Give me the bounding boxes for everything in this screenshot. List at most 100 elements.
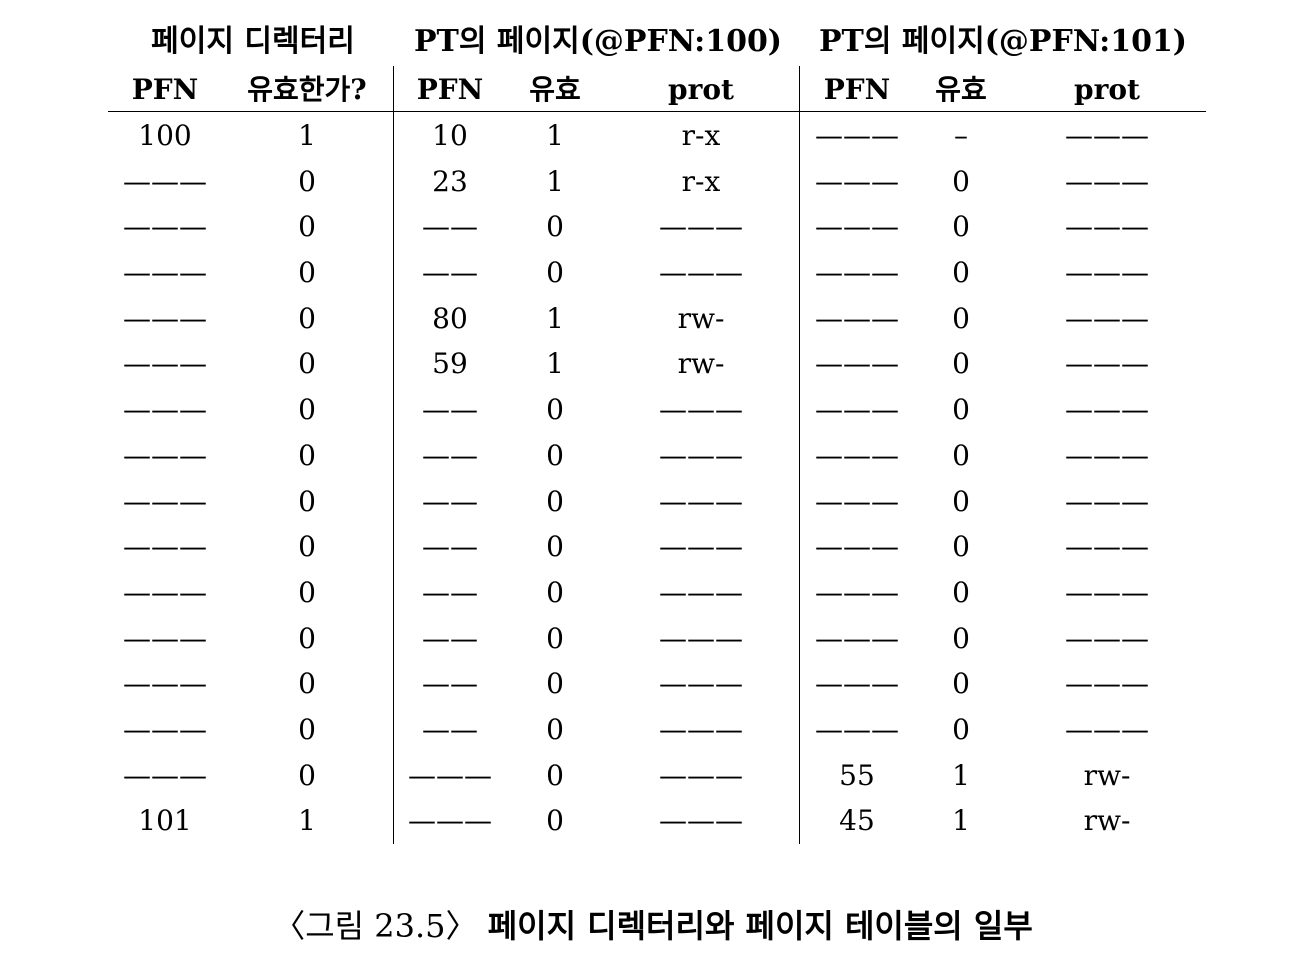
cell-pt100-valid: 0	[546, 667, 564, 701]
cell-pd-valid: 0	[298, 347, 316, 381]
cell-pt101-prot: ———	[1065, 347, 1149, 381]
cell-pt101-pfn: ———	[815, 530, 899, 564]
cell-pt100-prot: ———	[659, 667, 743, 701]
caption-number: 〈그림 23.5〉	[273, 907, 478, 945]
cell-pd-valid: 1	[298, 119, 316, 152]
table-row: ——— 0 80 1 rw- ——— 0 ———	[0, 296, 1306, 342]
cell-pt100-valid: 0	[546, 256, 564, 290]
cell-pt101-prot: ———	[1065, 530, 1149, 564]
cell-pt101-pfn: ———	[815, 575, 899, 609]
cell-pd-valid: 0	[298, 484, 316, 518]
cell-pt100-valid: 0	[546, 530, 564, 564]
col-header-pt100-pfn: PFN	[416, 73, 484, 106]
table-row: ——— 0 —— 0 ——— ——— 0 ———	[0, 524, 1306, 570]
cell-pt100-pfn: 80	[432, 301, 468, 335]
cell-pd-pfn: ———	[123, 575, 207, 609]
cell-pt100-prot: ———	[659, 804, 743, 838]
cell-pt101-valid: 1	[952, 758, 970, 792]
cell-pt101-prot: ———	[1065, 712, 1149, 746]
cell-pd-valid: 0	[298, 393, 316, 427]
cell-pt101-valid: –	[954, 119, 968, 152]
cell-pt101-prot: rw-	[1083, 758, 1131, 792]
cell-pt100-prot: ———	[659, 393, 743, 427]
cell-pt101-prot: ———	[1065, 484, 1149, 518]
cell-pt101-valid: 0	[952, 164, 970, 198]
cell-pt100-valid: 0	[546, 804, 564, 838]
cell-pd-pfn: 100	[138, 119, 192, 152]
cell-pt100-prot: ———	[659, 210, 743, 244]
cell-pd-pfn: ———	[123, 758, 207, 792]
cell-pt100-prot: ———	[659, 530, 743, 564]
cell-pd-valid: 0	[298, 712, 316, 746]
cell-pt101-prot: ———	[1065, 621, 1149, 655]
group-header-pt-100: PT의 페이지(@PFN:100)	[413, 24, 783, 59]
cell-pt101-pfn: 45	[839, 804, 875, 838]
cell-pt101-pfn: ———	[815, 256, 899, 290]
cell-pt101-pfn: ———	[815, 621, 899, 655]
cell-pt100-prot: ———	[659, 758, 743, 792]
cell-pt101-prot: ———	[1065, 256, 1149, 290]
cell-pt101-prot: rw-	[1083, 804, 1131, 838]
cell-pt101-pfn: ———	[815, 119, 899, 152]
col-header-pt100-prot: prot	[668, 73, 734, 106]
cell-pt101-valid: 0	[952, 301, 970, 335]
cell-pd-valid: 0	[298, 575, 316, 609]
col-header-pt101-pfn: PFN	[823, 73, 891, 106]
cell-pt100-pfn: 23	[432, 164, 468, 198]
cell-pt101-valid: 1	[952, 804, 970, 838]
col-header-pt101-prot: prot	[1074, 73, 1140, 106]
cell-pt101-valid: 0	[952, 210, 970, 244]
cell-pt101-valid: 0	[952, 530, 970, 564]
cell-pt100-prot: ———	[659, 438, 743, 472]
cell-pt101-prot: ———	[1065, 393, 1149, 427]
cell-pt101-valid: 0	[952, 575, 970, 609]
cell-pt100-prot: ———	[659, 256, 743, 290]
cell-pt101-valid: 0	[952, 347, 970, 381]
table-row: ——— 0 ——— 0 ——— 55 1 rw-	[0, 753, 1306, 799]
cell-pd-pfn: ———	[123, 712, 207, 746]
cell-pt101-pfn: ———	[815, 484, 899, 518]
cell-pt100-valid: 1	[546, 301, 564, 335]
cell-pd-pfn: 101	[138, 804, 192, 838]
cell-pt100-pfn: ——	[422, 575, 478, 609]
cell-pt100-valid: 0	[546, 210, 564, 244]
cell-pd-valid: 0	[298, 621, 316, 655]
cell-pt101-valid: 0	[952, 667, 970, 701]
table-row: ——— 0 —— 0 ——— ——— 0 ———	[0, 387, 1306, 433]
group-header-page-directory: 페이지 디렉터리	[151, 24, 355, 59]
table-row: 101 1 ——— 0 ——— 45 1 rw-	[0, 798, 1306, 844]
cell-pt100-prot: r-x	[681, 164, 721, 198]
cell-pt100-prot: ———	[659, 621, 743, 655]
cell-pt100-prot: rw-	[677, 301, 725, 335]
cell-pt101-prot: ———	[1065, 164, 1149, 198]
cell-pd-pfn: ———	[123, 210, 207, 244]
cell-pt101-pfn: ———	[815, 393, 899, 427]
cell-pt100-valid: 0	[546, 438, 564, 472]
cell-pt100-pfn: ——	[422, 621, 478, 655]
table-body: 100 1 10 1 r-x ——— – ——— ——— 0 23 1 r-x ——— 0 ——— ——— 0 ——…	[0, 113, 1306, 844]
cell-pd-valid: 0	[298, 667, 316, 701]
table-row: ——— 0 —— 0 ——— ——— 0 ———	[0, 707, 1306, 753]
cell-pt100-valid: 1	[546, 347, 564, 381]
cell-pd-pfn: ———	[123, 393, 207, 427]
cell-pt100-pfn: ——	[422, 438, 478, 472]
cell-pt101-prot: ———	[1065, 575, 1149, 609]
cell-pt100-prot: r-x	[681, 119, 721, 152]
cell-pt100-pfn: ——	[422, 712, 478, 746]
caption-title: 페이지 디렉터리와 페이지 테이블의 일부	[487, 907, 1033, 945]
cell-pd-valid: 0	[298, 530, 316, 564]
cell-pt100-prot: ———	[659, 484, 743, 518]
cell-pt101-prot: ———	[1065, 667, 1149, 701]
cell-pd-valid: 1	[298, 804, 316, 838]
cell-pt100-pfn: 59	[432, 347, 468, 381]
cell-pt101-valid: 0	[952, 256, 970, 290]
cell-pd-valid: 0	[298, 758, 316, 792]
table-row: ——— 0 —— 0 ——— ——— 0 ———	[0, 250, 1306, 296]
cell-pt100-pfn: ———	[408, 804, 492, 838]
cell-pt100-valid: 0	[546, 712, 564, 746]
cell-pt100-pfn: ——	[422, 210, 478, 244]
cell-pt101-pfn: ———	[815, 667, 899, 701]
cell-pd-pfn: ———	[123, 256, 207, 290]
cell-pt101-pfn: ———	[815, 164, 899, 198]
